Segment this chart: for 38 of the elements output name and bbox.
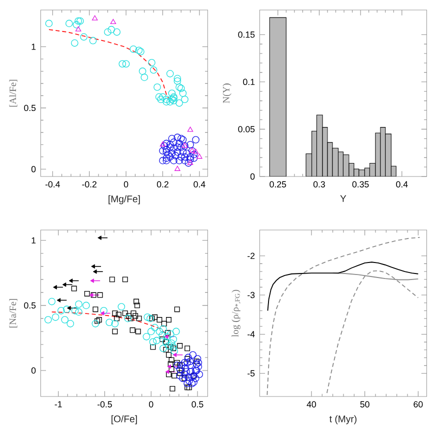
- y-tick-label: 0.15: [238, 31, 255, 38]
- y-tick-label: 0.1: [243, 78, 255, 86]
- y-tick-label: -4: [248, 331, 255, 338]
- x-tick-label: -0.5: [98, 401, 112, 408]
- y-tick-label: 0: [31, 166, 36, 172]
- y-tick-label: -2: [248, 252, 255, 259]
- y-axis-title: log (ρ/ρ$_{*,FG}$): [232, 290, 241, 337]
- x-tick-label: 0.35: [352, 181, 369, 188]
- x-tick-label: 0.4: [194, 181, 206, 188]
- x-tick-label: 0.3: [313, 181, 325, 188]
- x-tick-label: 0.25: [270, 181, 286, 188]
- y-tick-label: 0.05: [238, 126, 255, 132]
- x-axis-title: [O/Fe]: [112, 415, 137, 424]
- x-tick-label: 0.5: [192, 401, 204, 408]
- x-tick-label: -0.2: [82, 181, 96, 188]
- y-axis-title: [Na/Fe]: [9, 299, 18, 328]
- x-tick-label: -1: [54, 401, 62, 408]
- x-tick-label: 60: [414, 401, 423, 408]
- y-axis-title: N(Y): [222, 84, 232, 104]
- x-tick-label: 0: [148, 401, 154, 408]
- y-tick-label: 0: [250, 173, 255, 180]
- y-tick-label: -3: [248, 292, 255, 298]
- x-tick-label: 0.2: [156, 181, 168, 188]
- x-tick-label: 0.4: [396, 181, 408, 188]
- x-tick-label: 50: [360, 401, 370, 408]
- x-axis-title: t (Myr): [329, 415, 356, 424]
- y-tick-label: 1: [32, 44, 36, 50]
- y-tick-label: 0: [31, 367, 36, 374]
- x-axis-title: Y: [340, 195, 346, 202]
- y-axis-title: [Al/Fe]: [9, 80, 18, 107]
- x-axis-title: [Mg/Fe]: [108, 195, 140, 204]
- x-tick-label: -0.4: [45, 181, 60, 188]
- x-tick-label: 40: [306, 401, 316, 408]
- x-tick-label: 0: [124, 181, 128, 188]
- y-tick-label: 0.5: [24, 302, 36, 309]
- y-tick-label: -5: [248, 370, 255, 376]
- y-tick-label: 1: [32, 237, 36, 244]
- y-tick-label: 0.5: [24, 104, 36, 112]
